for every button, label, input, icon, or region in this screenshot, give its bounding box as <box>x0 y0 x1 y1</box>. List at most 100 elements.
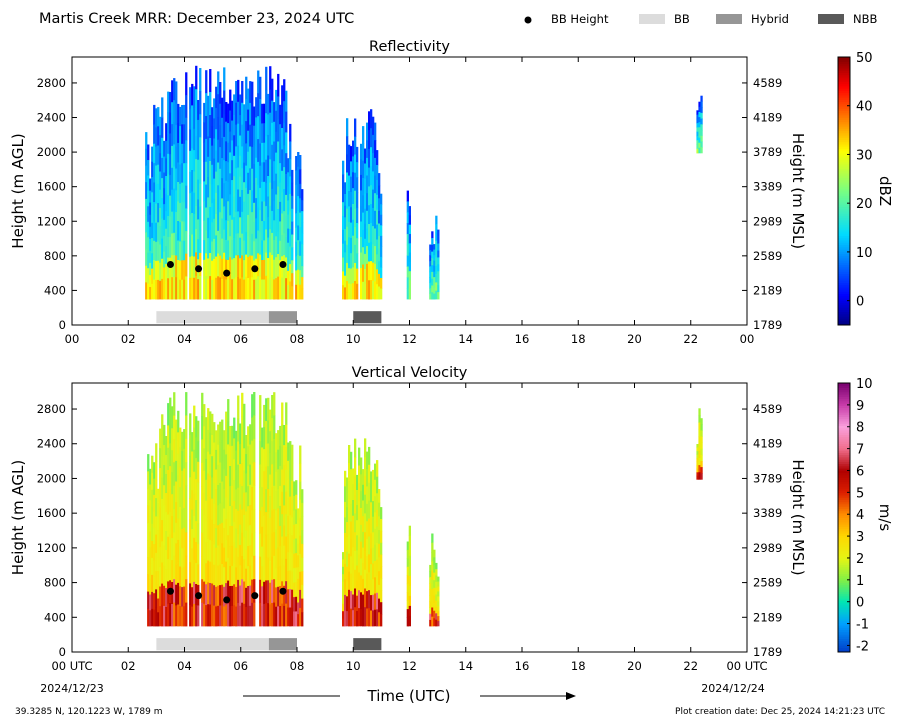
x-tick-label: 20 <box>627 332 642 346</box>
x-tick-label: 10 <box>346 332 361 346</box>
x-end-date-label: 2024/12/24 <box>701 682 764 695</box>
colorbar-tick-label: -2 <box>856 639 869 654</box>
x-tick-label: 22 <box>683 332 698 346</box>
colorbar-tick-label: 4 <box>856 508 864 523</box>
y-tick-label-right: 2589 <box>753 249 782 263</box>
x-tick-label: 00 UTC <box>51 659 92 673</box>
panel-title: Vertical Velocity <box>352 365 468 381</box>
bb-height-point <box>166 587 174 595</box>
bb-height-point <box>195 592 203 600</box>
y-tick-label: 1200 <box>37 541 66 555</box>
y-tick-label: 1600 <box>37 506 66 520</box>
bright-band-type-bar-hybrid <box>268 311 297 324</box>
x-axis-label: Time (UTC) <box>367 687 451 705</box>
y-tick-label: 800 <box>44 576 66 590</box>
x-tick-label: 00 UTC <box>726 659 767 673</box>
colorbar-frame <box>837 56 851 326</box>
footer-creation-date: Plot creation date: Dec 25, 2024 14:21:2… <box>675 707 885 717</box>
y-tick-label: 0 <box>59 645 66 659</box>
colorbar-frame <box>837 382 851 653</box>
data-field <box>145 65 703 300</box>
figure-title: Martis Creek MRR: December 23, 2024 UTC <box>39 11 354 27</box>
x-start-date-label: 2024/12/23 <box>40 682 103 695</box>
y-tick-label-right: 4589 <box>753 76 782 90</box>
y-tick-label-right: 3389 <box>753 506 782 520</box>
y-axis-label: Height (m AGL) <box>9 133 27 248</box>
bright-band-type-bar-nbb <box>353 638 382 651</box>
bright-band-type-bar-bb <box>156 311 269 324</box>
y-tick-label: 1200 <box>37 214 66 228</box>
colorbar-tick-label: 0 <box>856 295 864 310</box>
x-tick-label: 20 <box>627 659 642 673</box>
colorbar: -2 -1 0 1 2 3 4 5 6 7 8 9 10 m/s <box>837 377 894 654</box>
y-tick-label-right: 3789 <box>753 145 782 159</box>
data-field <box>147 392 703 627</box>
y-tick-label-right: 2189 <box>753 610 782 624</box>
colorbar: 0 10 20 30 40 50 dBZ <box>837 51 894 326</box>
bb-height-point <box>279 260 287 268</box>
colorbar-label: m/s <box>876 504 894 532</box>
colorbar-tick-label: 40 <box>856 100 873 115</box>
y-tick-label: 2000 <box>37 145 66 159</box>
time-axis-annotations: 2024/12/23 2024/12/24 Time (UTC) <box>40 682 764 705</box>
y-axis-label: Height (m AGL) <box>9 460 27 575</box>
bright-band-type-bar-hybrid <box>268 638 297 651</box>
colorbar-tick-label: 5 <box>856 486 864 501</box>
y-axis-label-right: Height (m MSL) <box>789 459 807 575</box>
x-tick-label: 08 <box>290 332 305 346</box>
y-tick-label-right: 2989 <box>753 214 782 228</box>
bright-band-type-bar-nbb <box>353 311 382 324</box>
legend-swatch-hybrid <box>716 14 742 24</box>
x-tick-label: 08 <box>290 659 305 673</box>
colorbar-tick-label: 3 <box>856 530 864 545</box>
y-tick-label-right: 4189 <box>753 437 782 451</box>
x-tick-label: 16 <box>515 659 530 673</box>
y-tick-label: 2800 <box>37 402 66 416</box>
bb-height-point <box>195 265 203 273</box>
x-tick-label: 02 <box>121 659 136 673</box>
y-axis-label-right: Height (m MSL) <box>789 133 807 249</box>
y-tick-label: 0 <box>59 318 66 332</box>
y-tick-label-right: 4589 <box>753 402 782 416</box>
x-tick-label: 14 <box>458 659 473 673</box>
colorbar-tick-label: 0 <box>856 596 864 611</box>
y-tick-label-right: 2989 <box>753 541 782 555</box>
legend: BB Height BB Hybrid NBB <box>524 12 877 26</box>
y-tick-label: 2400 <box>37 437 66 451</box>
colorbar-tick-label: 2 <box>856 552 864 567</box>
x-label-arrow-head <box>566 692 576 700</box>
colorbar-tick-label: 6 <box>856 464 864 479</box>
y-tick-label: 400 <box>44 610 66 624</box>
colorbar-tick-label: 8 <box>856 421 864 436</box>
x-tick-label: 18 <box>571 659 586 673</box>
footer-location: 39.3285 N, 120.1223 W, 1789 m <box>15 707 163 717</box>
y-tick-label-right: 1789 <box>753 318 782 332</box>
legend-label-hybrid: Hybrid <box>751 12 789 26</box>
legend-label-nbb: NBB <box>853 12 877 26</box>
x-tick-label: 10 <box>346 659 361 673</box>
y-tick-label: 2400 <box>37 111 66 125</box>
colorbar-tick-label: 30 <box>856 148 873 163</box>
y-tick-label: 1600 <box>37 180 66 194</box>
x-tick-label: 18 <box>571 332 586 346</box>
y-tick-label-right: 2189 <box>753 283 782 297</box>
y-tick-label-right: 4189 <box>753 111 782 125</box>
bb-height-point <box>251 592 259 600</box>
x-tick-label: 16 <box>515 332 530 346</box>
x-tick-label: 02 <box>121 332 136 346</box>
y-tick-label-right: 1789 <box>753 645 782 659</box>
colorbar-tick-label: 7 <box>856 443 864 458</box>
bright-band-type-bar-bb <box>156 638 269 651</box>
x-tick-label: 04 <box>177 332 192 346</box>
legend-label-bb-height: BB Height <box>551 12 609 26</box>
x-tick-label: 22 <box>683 659 698 673</box>
x-tick-label: 06 <box>233 332 248 346</box>
legend-marker-bb-height <box>524 16 532 24</box>
colorbar-label: dBZ <box>876 176 894 206</box>
x-tick-label: 00 <box>65 332 80 346</box>
bb-height-point <box>251 265 259 273</box>
x-tick-label: 12 <box>402 332 417 346</box>
colorbar-tick-label: 10 <box>856 377 873 392</box>
